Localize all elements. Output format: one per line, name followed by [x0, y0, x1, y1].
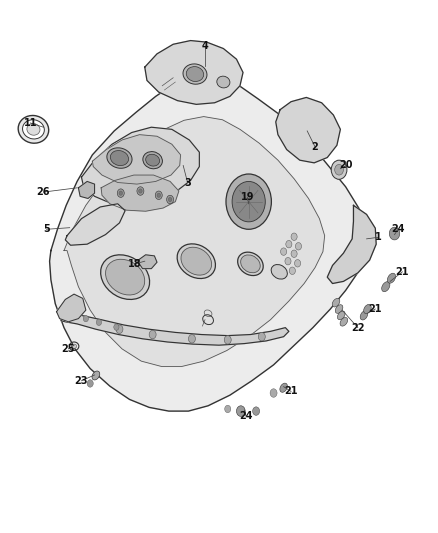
Circle shape — [331, 160, 347, 179]
Circle shape — [168, 197, 172, 201]
Ellipse shape — [381, 282, 390, 292]
Circle shape — [294, 260, 300, 267]
Circle shape — [157, 193, 160, 197]
Text: 20: 20 — [340, 160, 353, 171]
Ellipse shape — [71, 344, 77, 349]
Ellipse shape — [92, 371, 100, 380]
Ellipse shape — [271, 264, 287, 279]
Ellipse shape — [146, 154, 159, 166]
Text: 18: 18 — [128, 259, 142, 269]
Text: 26: 26 — [37, 187, 50, 197]
Circle shape — [285, 257, 291, 265]
Ellipse shape — [360, 311, 368, 320]
Ellipse shape — [364, 304, 371, 313]
Ellipse shape — [186, 67, 204, 82]
Circle shape — [335, 165, 343, 175]
Text: 3: 3 — [184, 177, 191, 188]
Text: 19: 19 — [240, 192, 254, 203]
Circle shape — [237, 406, 245, 416]
Ellipse shape — [106, 259, 145, 295]
Circle shape — [289, 267, 295, 274]
Polygon shape — [65, 204, 125, 245]
Circle shape — [286, 240, 292, 248]
Polygon shape — [145, 41, 243, 104]
Text: 1: 1 — [375, 232, 382, 243]
Text: 4: 4 — [201, 41, 208, 51]
Circle shape — [155, 191, 162, 199]
Ellipse shape — [340, 318, 348, 326]
Text: 21: 21 — [284, 386, 298, 397]
Polygon shape — [81, 127, 199, 205]
Circle shape — [96, 319, 102, 326]
Circle shape — [149, 330, 156, 339]
Ellipse shape — [110, 150, 129, 166]
Circle shape — [232, 181, 265, 222]
Ellipse shape — [183, 64, 207, 84]
Circle shape — [188, 335, 195, 343]
Circle shape — [87, 379, 93, 387]
Circle shape — [225, 405, 231, 413]
Ellipse shape — [18, 116, 49, 143]
Circle shape — [281, 248, 287, 255]
Polygon shape — [101, 175, 179, 211]
Circle shape — [295, 243, 301, 250]
Text: 25: 25 — [62, 344, 75, 354]
Polygon shape — [327, 205, 376, 284]
Text: 22: 22 — [351, 322, 364, 333]
Circle shape — [291, 233, 297, 240]
Polygon shape — [92, 135, 180, 184]
Circle shape — [224, 336, 231, 344]
Ellipse shape — [181, 247, 212, 275]
Circle shape — [258, 333, 265, 341]
Text: 24: 24 — [391, 224, 405, 235]
Polygon shape — [78, 181, 95, 198]
Text: 5: 5 — [43, 224, 50, 235]
Polygon shape — [64, 117, 325, 367]
Ellipse shape — [107, 148, 132, 168]
Circle shape — [119, 191, 123, 195]
Ellipse shape — [22, 120, 44, 139]
Ellipse shape — [143, 151, 162, 169]
Ellipse shape — [217, 76, 230, 88]
Circle shape — [166, 195, 173, 204]
Polygon shape — [138, 255, 157, 269]
Ellipse shape — [101, 255, 150, 300]
Circle shape — [291, 250, 297, 257]
Ellipse shape — [332, 298, 340, 307]
Polygon shape — [49, 74, 370, 411]
Text: 11: 11 — [24, 118, 37, 128]
Text: 24: 24 — [239, 411, 253, 422]
Ellipse shape — [387, 273, 396, 283]
Ellipse shape — [240, 255, 260, 273]
Text: 21: 21 — [396, 267, 409, 277]
Circle shape — [137, 187, 144, 195]
Ellipse shape — [27, 124, 40, 135]
Text: 23: 23 — [75, 376, 88, 386]
Circle shape — [389, 227, 400, 240]
Text: 2: 2 — [312, 142, 318, 152]
Circle shape — [139, 189, 142, 193]
Ellipse shape — [280, 383, 287, 392]
Ellipse shape — [337, 311, 345, 320]
Circle shape — [270, 389, 277, 397]
Polygon shape — [61, 316, 289, 345]
Polygon shape — [57, 294, 86, 322]
Circle shape — [117, 189, 124, 197]
Ellipse shape — [335, 305, 343, 313]
Circle shape — [83, 316, 88, 322]
Circle shape — [114, 324, 119, 330]
Ellipse shape — [238, 252, 263, 276]
Circle shape — [253, 407, 260, 415]
Circle shape — [116, 325, 123, 334]
Text: 21: 21 — [368, 304, 382, 314]
Circle shape — [226, 174, 272, 229]
Polygon shape — [276, 98, 340, 163]
Ellipse shape — [177, 244, 215, 279]
